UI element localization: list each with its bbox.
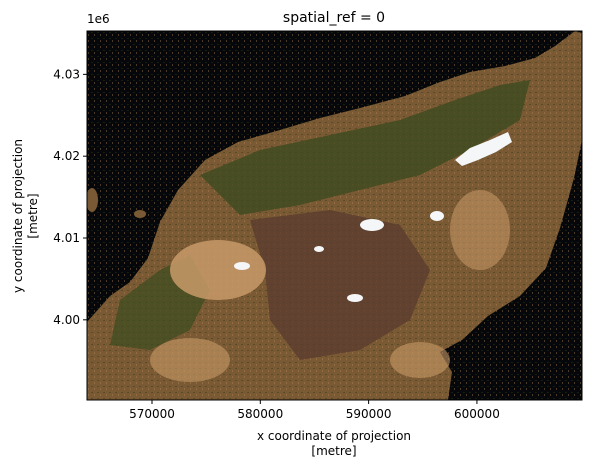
cloud-center-south [314, 246, 324, 252]
y-axis-ticks: 4.00 4.01 4.02 4.03 [53, 67, 87, 327]
burn-scar-region [250, 210, 430, 360]
bare-soil-patch-south [150, 338, 230, 382]
cloud-south [347, 294, 363, 302]
x-tick-label: 600000 [454, 407, 500, 421]
y-tick-label: 4.01 [53, 231, 80, 245]
bare-soil-patch-west [170, 240, 266, 300]
x-tick-label: 570000 [129, 407, 175, 421]
y-axis-label: y coordinate of projection[metre] [11, 139, 40, 293]
islet-west [87, 188, 98, 212]
x-tick-label: 580000 [237, 407, 283, 421]
y-offset-label: 1e6 [87, 12, 110, 26]
cloud-center [360, 219, 384, 231]
x-axis-ticks: 570000 580000 590000 600000 [129, 400, 500, 421]
cloud-west [234, 262, 250, 270]
bare-soil-patch-southeast [390, 342, 450, 378]
vegetation-region-north [200, 80, 530, 215]
y-tick-label: 4.03 [53, 67, 80, 81]
axes-frame [86, 30, 583, 401]
islet-small [134, 210, 146, 218]
y-tick-label: 4.00 [53, 313, 80, 327]
chart-title: spatial_ref = 0 [283, 10, 385, 26]
cloud-east [430, 211, 444, 221]
y-tick-label: 4.02 [53, 149, 80, 163]
x-tick-label: 590000 [346, 407, 392, 421]
bare-soil-patch-east [450, 190, 510, 270]
cloud-northeast [455, 132, 512, 166]
x-axis-label: x coordinate of projection [metre] [257, 429, 411, 458]
image-plot-area [87, 31, 582, 400]
